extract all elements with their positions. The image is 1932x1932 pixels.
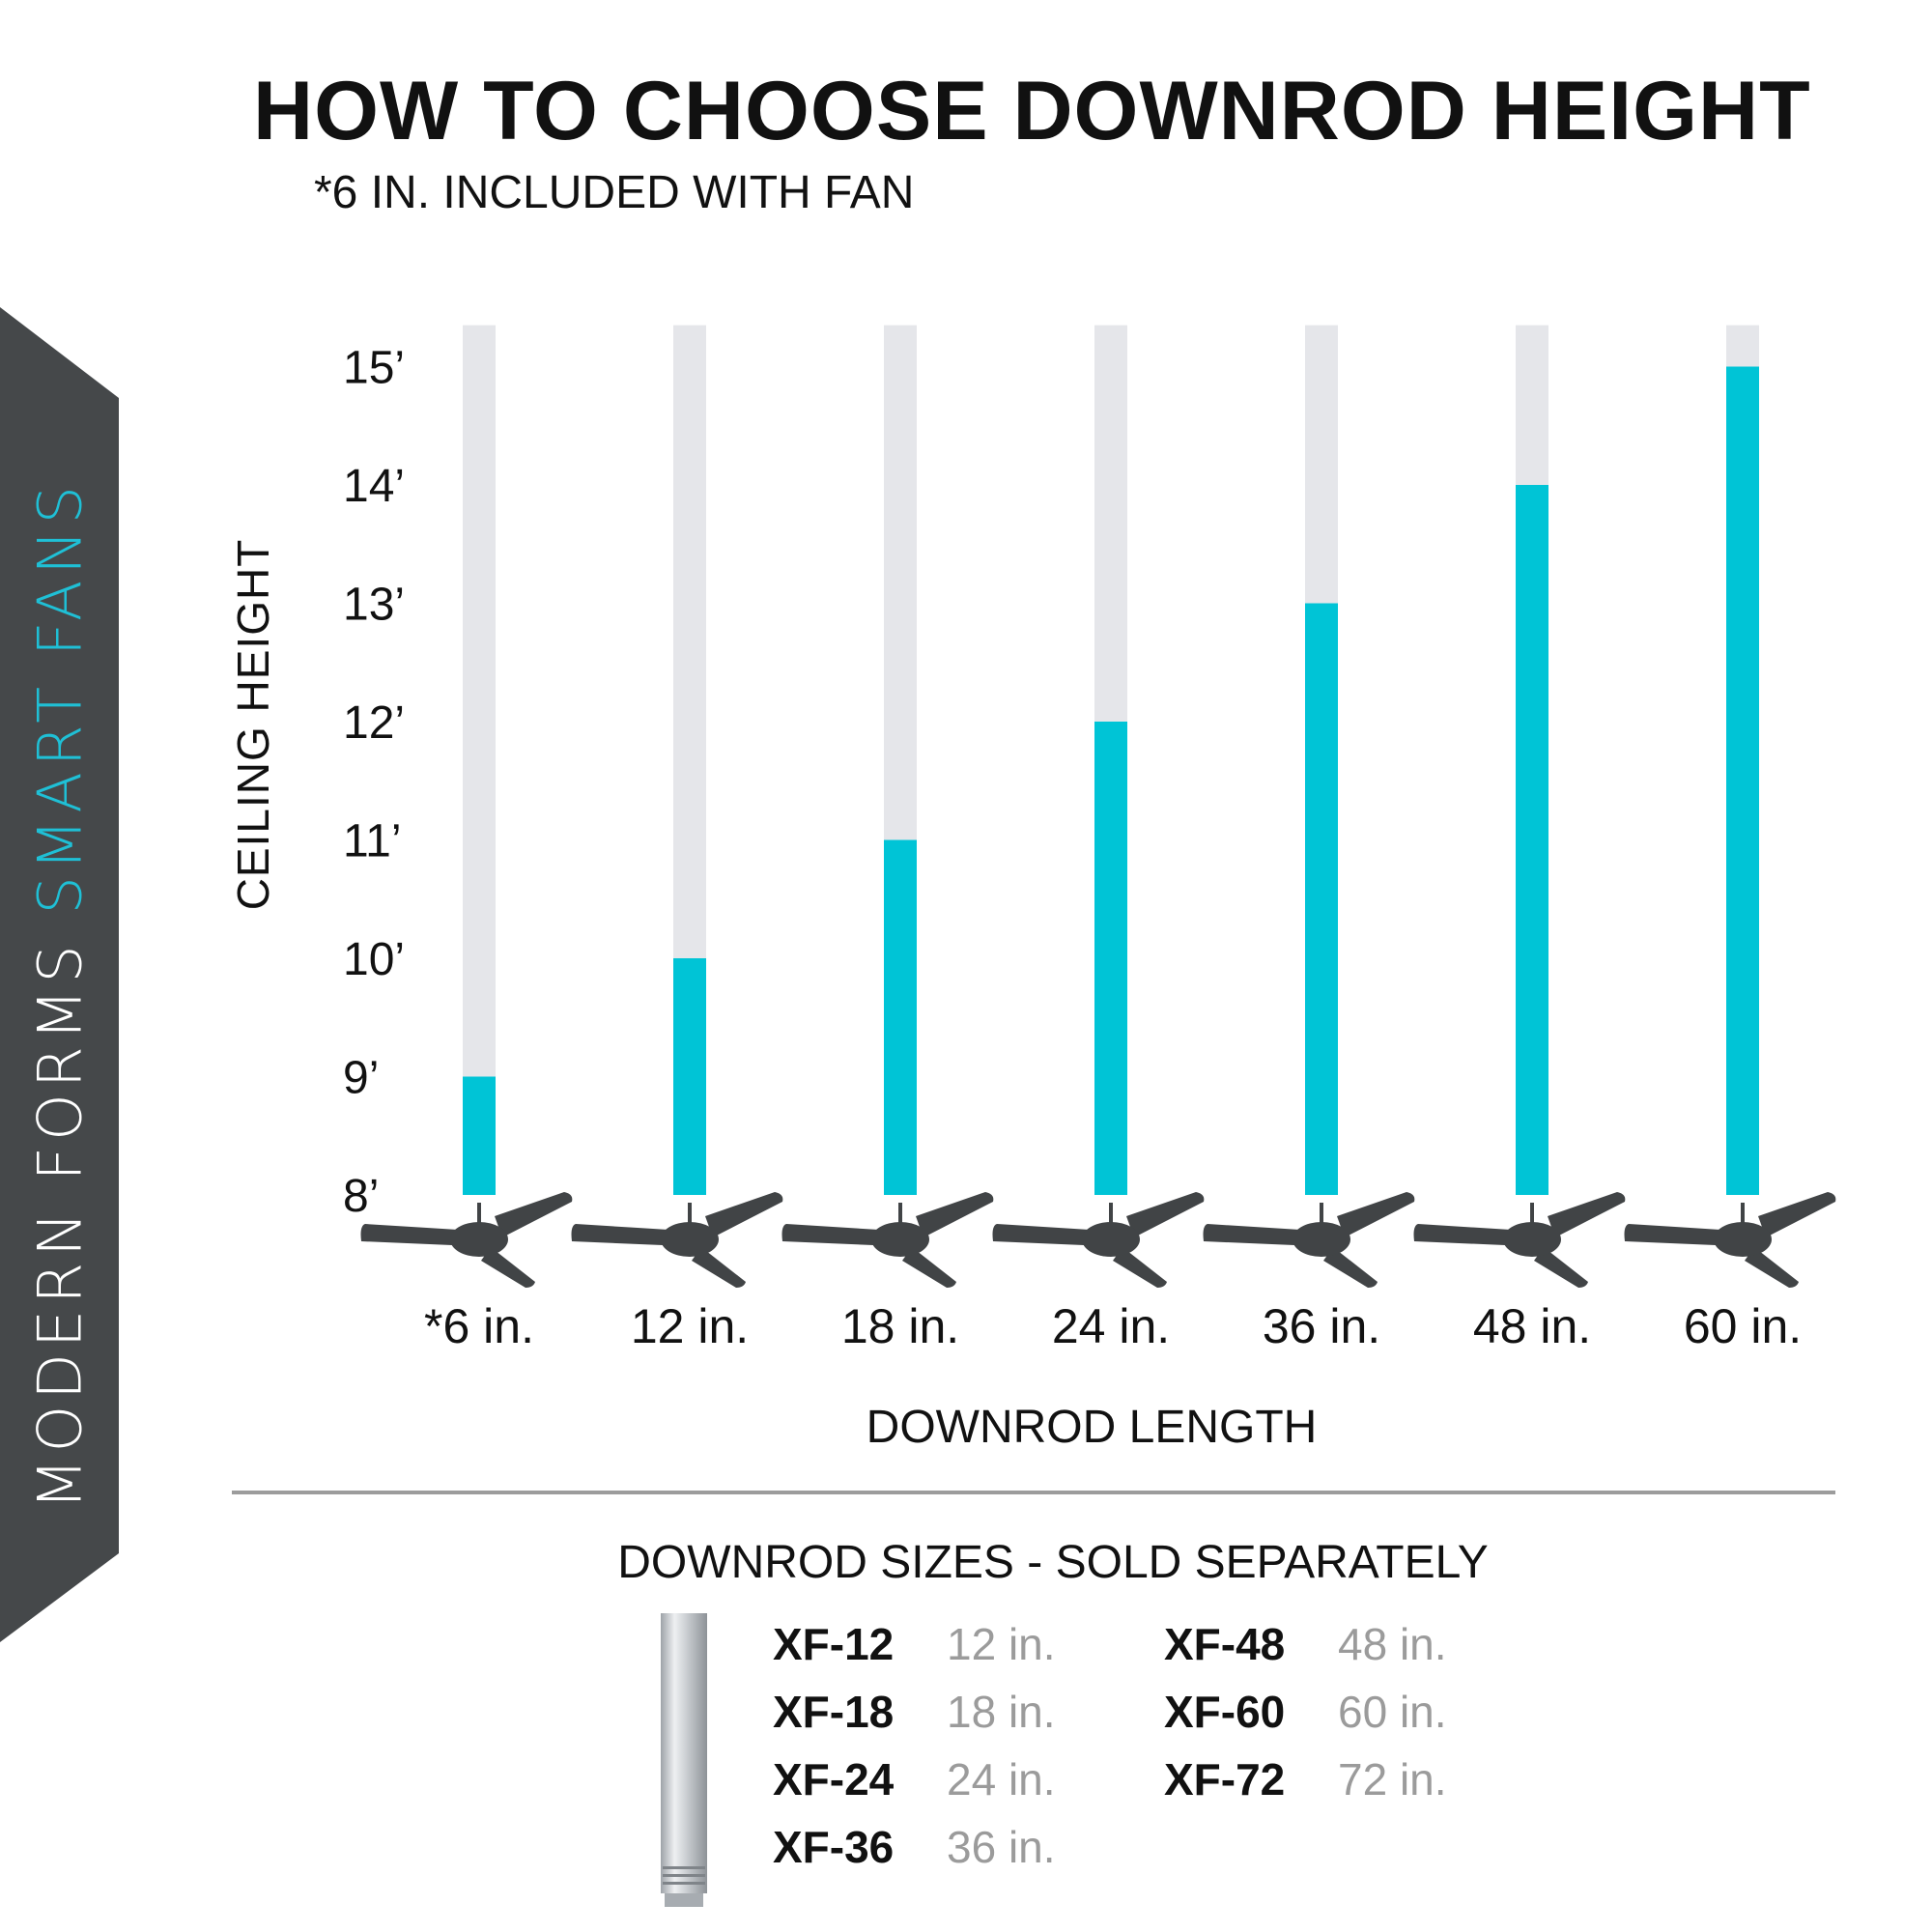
bar (1094, 722, 1127, 1195)
downrod-chart: 8’ 9’ 10’ 11’ 12’ 13’ 14’ 15’ *6 in. 12 in. 18 in.… (343, 325, 1836, 1353)
x-tick-label: 12 in. (631, 1299, 749, 1353)
y-tick-label: 15’ (343, 343, 405, 394)
size-code: XF-12 (773, 1619, 895, 1669)
bar (463, 1076, 496, 1195)
bar (884, 839, 917, 1195)
y-tick-label: 10’ (343, 934, 405, 985)
size-length: 36 in. (947, 1822, 1056, 1872)
bar (1726, 366, 1759, 1195)
ceiling-fan-icon (571, 1192, 783, 1288)
y-tick-label: 11’ (343, 816, 402, 867)
size-length: 18 in. (947, 1687, 1056, 1737)
x-tick-label: 60 in. (1684, 1299, 1802, 1353)
x-tick-label: 24 in. (1052, 1299, 1170, 1353)
page-subtitle: *6 IN. INCLUDED WITH FAN (314, 167, 915, 218)
y-tick-label: 12’ (343, 697, 405, 749)
x-tick-label: *6 in. (424, 1299, 534, 1353)
x-tick-label: 48 in. (1473, 1299, 1591, 1353)
side-brand-tab (0, 307, 119, 1642)
ceiling-fan-icon (992, 1192, 1205, 1288)
y-tick-label: 14’ (343, 461, 405, 512)
ceiling-fan-icon (1624, 1192, 1836, 1288)
ceiling-fan-icon (1203, 1192, 1415, 1288)
size-code: XF-72 (1164, 1754, 1286, 1804)
size-code: XF-18 (773, 1687, 895, 1737)
x-tick-label: 36 in. (1263, 1299, 1380, 1353)
section-divider (232, 1491, 1835, 1494)
ceiling-fan-icon (360, 1192, 573, 1288)
size-length: 24 in. (947, 1754, 1056, 1804)
bar-track (463, 325, 496, 1195)
y-tick-label: 8’ (343, 1171, 379, 1222)
x-axis-label: DOWNROD LENGTH (866, 1402, 1318, 1453)
downrod-sizes-list: XF-12 12 in. XF-18 18 in. XF-24 24 in. X… (773, 1618, 1531, 1889)
size-code: XF-36 (773, 1822, 895, 1872)
ceiling-fan-icon (1413, 1192, 1626, 1288)
size-code: XF-60 (1164, 1687, 1286, 1737)
downrod-image (661, 1613, 707, 1907)
y-tick-label: 13’ (343, 580, 405, 631)
bar (1305, 603, 1338, 1195)
size-length: 72 in. (1338, 1754, 1447, 1804)
ceiling-fan-icon (781, 1192, 994, 1288)
x-tick-label: 18 in. (841, 1299, 959, 1353)
size-length: 48 in. (1338, 1619, 1447, 1669)
y-tick-label: 9’ (343, 1053, 379, 1104)
size-code: XF-24 (773, 1754, 895, 1804)
bar (673, 958, 706, 1195)
size-length: 60 in. (1338, 1687, 1447, 1737)
page-title: HOW TO CHOOSE DOWNROD HEIGHT (253, 65, 1811, 157)
size-code: XF-48 (1164, 1619, 1286, 1669)
bar (1516, 485, 1548, 1195)
sizes-title: DOWNROD SIZES - SOLD SEPARATELY (617, 1537, 1489, 1588)
size-length: 12 in. (947, 1619, 1056, 1669)
